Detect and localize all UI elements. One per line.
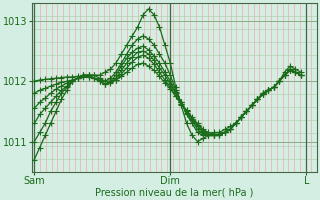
X-axis label: Pression niveau de la mer( hPa ): Pression niveau de la mer( hPa ) [95, 187, 253, 197]
